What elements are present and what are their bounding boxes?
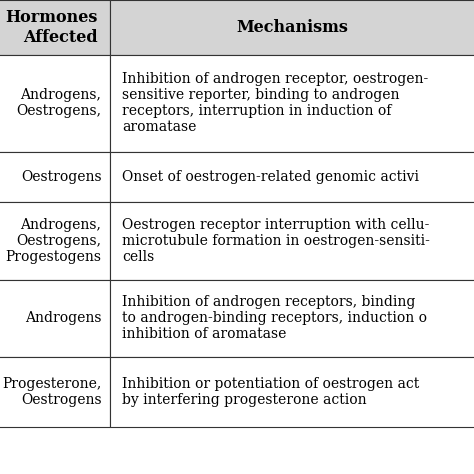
Text: Mechanisms: Mechanisms	[236, 19, 348, 36]
Bar	[0, 202, 110, 280]
Bar	[0, 0, 110, 55]
Text: Androgens,
Oestrogens,
Progestogens: Androgens, Oestrogens, Progestogens	[5, 218, 101, 264]
Text: Oestrogens: Oestrogens	[21, 170, 101, 184]
Text: Androgens: Androgens	[25, 311, 101, 325]
Bar	[0, 357, 110, 427]
Text: Inhibition of androgen receptor, oestrogen-
sensitive reporter, binding to andro: Inhibition of androgen receptor, oestrog…	[122, 72, 428, 135]
Text: Onset of oestrogen-related genomic activi: Onset of oestrogen-related genomic activ…	[122, 170, 419, 184]
Bar	[110, 280, 474, 357]
Bar	[110, 0, 474, 55]
Text: Androgens,
Oestrogens,: Androgens, Oestrogens,	[17, 88, 101, 118]
Text: Progesterone,
Oestrogens: Progesterone, Oestrogens	[2, 377, 101, 407]
Text: Inhibition of androgen receptors, binding
to androgen-binding receptors, inducti: Inhibition of androgen receptors, bindin…	[122, 295, 427, 341]
Text: Oestrogen receptor interruption with cellu-
microtubule formation in oestrogen-s: Oestrogen receptor interruption with cel…	[122, 218, 430, 264]
Bar	[110, 357, 474, 427]
Bar	[110, 55, 474, 152]
Text: Hormones
Affected: Hormones Affected	[6, 9, 98, 46]
Bar	[110, 152, 474, 202]
Bar	[0, 55, 110, 152]
Text: Inhibition or potentiation of oestrogen act
by interfering progesterone action: Inhibition or potentiation of oestrogen …	[122, 377, 419, 407]
Bar	[110, 202, 474, 280]
Bar	[0, 280, 110, 357]
Bar	[0, 152, 110, 202]
